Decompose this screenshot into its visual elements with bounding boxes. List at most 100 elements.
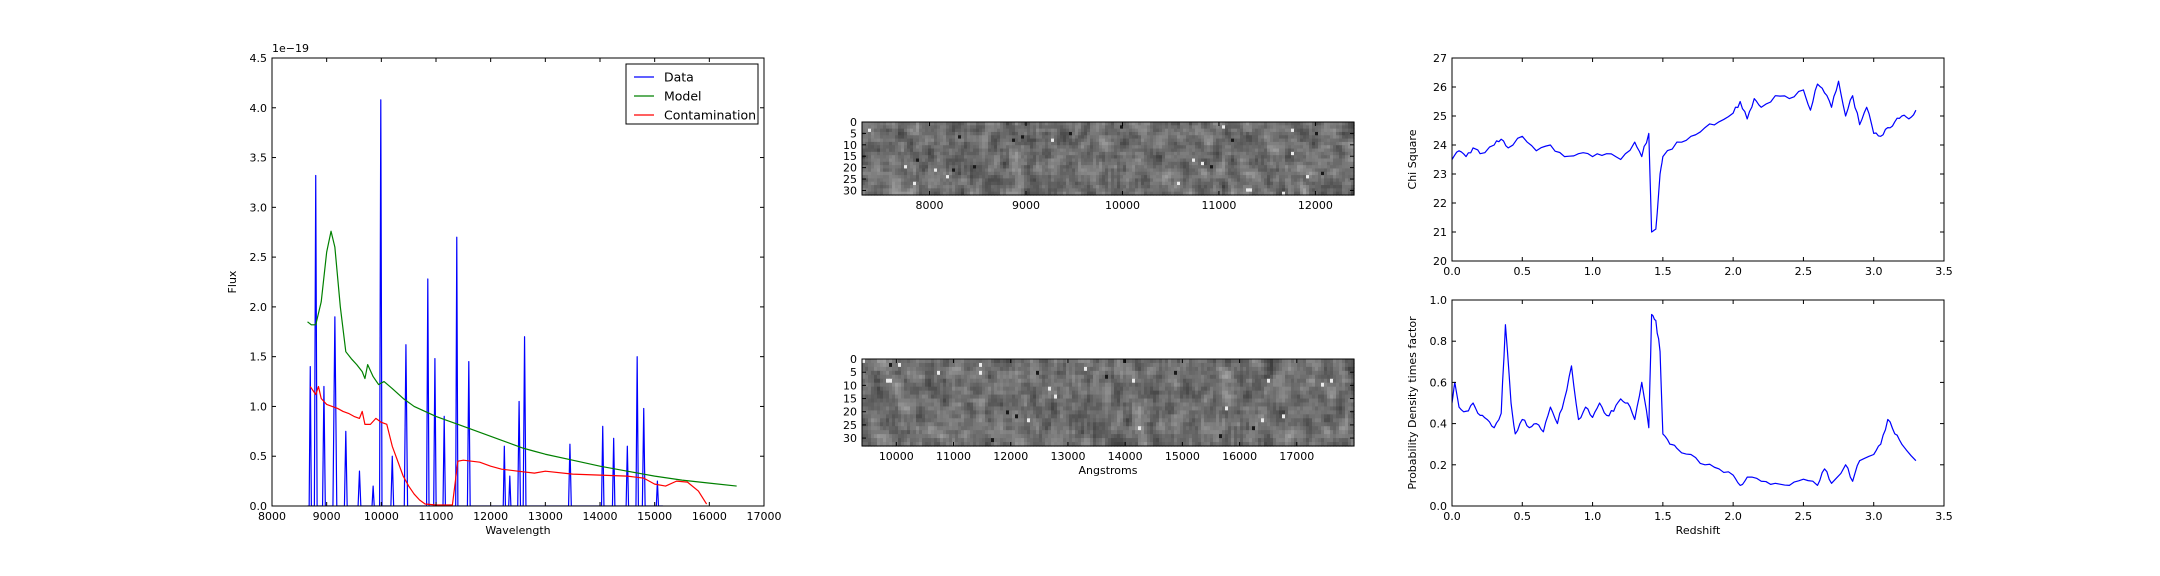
image-bottom-xtick-label: 17000 <box>1279 450 1314 463</box>
image-top-pixels <box>862 122 1355 196</box>
image-top-xtick-label: 8000 <box>916 199 944 212</box>
spectrum-xtick-label: 9000 <box>313 510 341 523</box>
spectrum-y-offset-label: 1e−19 <box>272 42 309 55</box>
image-bottom-xlabel: Angstroms <box>1079 464 1138 477</box>
spectrum-xtick-label: 15000 <box>637 510 672 523</box>
probability-ytick-label: 0.6 <box>1430 376 1448 389</box>
image-bottom-ytick-label: 0 <box>850 353 857 366</box>
probability-ytick-label: 0.0 <box>1430 500 1448 513</box>
spectrum-ytick-label: 0.0 <box>250 500 268 513</box>
probability-xtick-label: 2.0 <box>1724 510 1742 523</box>
image-top-ytick-label: 15 <box>843 150 857 163</box>
image-top-xtick-label: 10000 <box>1105 199 1140 212</box>
image-bottom-ytick-label: 20 <box>843 406 857 419</box>
chi-square-frame <box>1451 57 1945 262</box>
spectrum-ytick-label: 1.0 <box>250 400 268 413</box>
chi-square-xtick-label: 3.0 <box>1865 265 1883 278</box>
image-bottom-pixels <box>862 359 1355 447</box>
chi-square-xtick-label: 0.0 <box>1443 265 1461 278</box>
chi-square-series-line <box>1452 80 1917 233</box>
spectrum-xtick-label: 8000 <box>258 510 286 523</box>
probability-xtick-label: 0.5 <box>1514 510 1532 523</box>
probability-axes: 0.0 0.5 1.0 1.5 2.0 2.5 3.0 3.5 0.0 0.2 0.4 0.6 0.8 1… <box>1406 294 1953 537</box>
probability-xtick-label: 3.5 <box>1935 510 1953 523</box>
chi-square-ytick-label: 26 <box>1433 81 1447 94</box>
chi-square-xtick-label: 0.5 <box>1514 265 1532 278</box>
probability-xtick-label: 2.5 <box>1795 510 1813 523</box>
image-top-ytick-label: 5 <box>850 127 857 140</box>
image-top-xtick-label: 11000 <box>1201 199 1236 212</box>
spectrum-ytick-label: 1.5 <box>250 351 268 364</box>
image-bottom-ytick-label: 5 <box>850 366 857 379</box>
spectrum-xtick-label: 12000 <box>473 510 508 523</box>
image-bottom-axes: 10000 11000 12000 13000 14000 15000 16000 17000… <box>843 353 1355 477</box>
image-bottom-ytick-label: 30 <box>843 432 857 445</box>
image-bottom-xtick-label: 11000 <box>936 450 971 463</box>
image-bottom-xtick-label: 13000 <box>1050 450 1085 463</box>
chi-square-ytick-label: 23 <box>1433 168 1447 181</box>
spectrum-ytick-label: 2.0 <box>250 301 268 314</box>
image-bottom-xtick-label: 15000 <box>1165 450 1200 463</box>
spectrum-frame <box>271 57 765 507</box>
image-bottom-xtick-label: 14000 <box>1108 450 1143 463</box>
image-top-ytick-label: 25 <box>843 173 857 186</box>
image-top-xtick-label: 9000 <box>1012 199 1040 212</box>
spectrum-xtick-label: 10000 <box>364 510 399 523</box>
probability-ytick-label: 1.0 <box>1430 294 1448 307</box>
chi-square-ytick-label: 22 <box>1433 197 1447 210</box>
chi-square-ytick-label: 27 <box>1433 52 1447 65</box>
image-bottom-ytick-label: 25 <box>843 419 857 432</box>
spectrum-ylabel: Flux <box>226 270 239 293</box>
image-top-frame <box>861 121 1355 196</box>
probability-xtick-label: 3.0 <box>1865 510 1883 523</box>
chi-square-xtick-label: 3.5 <box>1935 265 1953 278</box>
spectrum-xtick-label: 11000 <box>419 510 454 523</box>
spectrum-series-model-line <box>307 230 737 487</box>
spectrum-legend-label: Data <box>664 70 694 85</box>
probability-xlabel: Redshift <box>1676 524 1721 537</box>
chi-square-xtick-label: 2.5 <box>1795 265 1813 278</box>
spectrum-legend-label: Contamination <box>664 108 756 123</box>
image-bottom-frame <box>861 358 1355 447</box>
chi-square-xtick-label: 1.5 <box>1654 265 1672 278</box>
probability-xtick-label: 0.0 <box>1443 510 1461 523</box>
spectrum-ytick-label: 2.5 <box>250 251 268 264</box>
chi-square-ytick-label: 24 <box>1433 139 1447 152</box>
chi-square-xtick-label: 1.0 <box>1584 265 1602 278</box>
spectrum-ytick-label: 4.5 <box>250 52 268 65</box>
spectrum-xtick-label: 16000 <box>692 510 727 523</box>
image-bottom-xtick-label: 10000 <box>879 450 914 463</box>
spectrum-series-data-line <box>307 99 663 506</box>
probability-series-line <box>1452 313 1917 486</box>
probability-ytick-label: 0.4 <box>1430 418 1448 431</box>
spectrum-xlabel: Wavelength <box>485 524 550 537</box>
image-bottom-xtick-label: 16000 <box>1222 450 1257 463</box>
probability-ylabel: Probability Density times factor <box>1406 316 1419 490</box>
spectrum-legend-box <box>625 63 759 125</box>
chi-square-ytick-label: 20 <box>1433 255 1447 268</box>
spectrum-legend: Data Model Contamination <box>625 63 759 125</box>
chi-square-ylabel: Chi Square <box>1406 129 1419 189</box>
spectrum-xtick-label: 17000 <box>747 510 782 523</box>
image-top-xtick-label: 12000 <box>1298 199 1333 212</box>
spectrum-axes: 8000 9000 10000 11000 12000 13000 14000 15000 16… <box>226 52 782 537</box>
chi-square-ytick-label: 21 <box>1433 226 1447 239</box>
probability-xtick-label: 1.0 <box>1584 510 1602 523</box>
spectrum-xtick-label: 13000 <box>528 510 563 523</box>
image-top-ytick-label: 0 <box>850 116 857 129</box>
chi-square-axes: 0.0 0.5 1.0 1.5 2.0 2.5 3.0 3.5 20 21 22 23 24 25 26 27… <box>1406 52 1953 278</box>
spectrum-series-contamination-line <box>309 385 708 506</box>
spectrum-legend-label: Model <box>664 89 702 104</box>
spectrum-xtick-label: 14000 <box>583 510 618 523</box>
image-top-ytick-label: 30 <box>843 184 857 197</box>
image-bottom-xtick-label: 12000 <box>993 450 1028 463</box>
probability-ytick-label: 0.8 <box>1430 335 1448 348</box>
spectrum-ytick-label: 0.5 <box>250 450 268 463</box>
chi-square-xtick-label: 2.0 <box>1724 265 1742 278</box>
chi-square-ytick-label: 25 <box>1433 110 1447 123</box>
image-top-ytick-label: 10 <box>843 139 857 152</box>
spectrum-ytick-label: 3.0 <box>250 201 268 214</box>
image-bottom-ytick-label: 15 <box>843 393 857 406</box>
